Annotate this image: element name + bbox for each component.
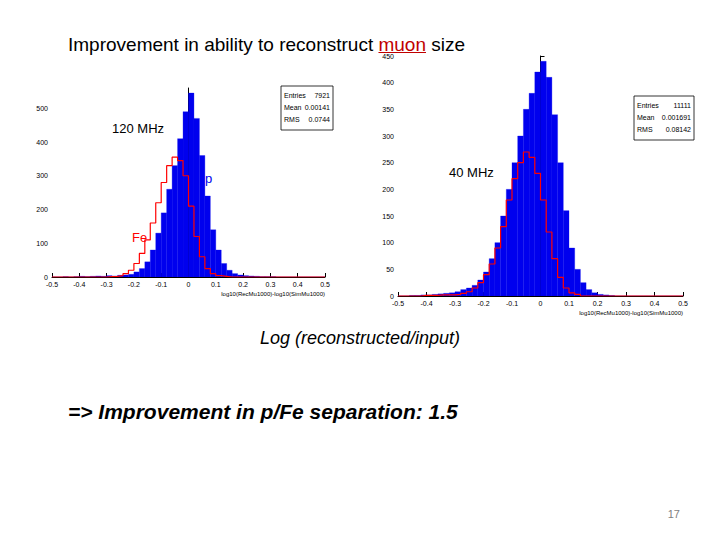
- svg-text:0.0744: 0.0744: [309, 116, 331, 123]
- svg-text:0.3: 0.3: [621, 300, 631, 307]
- svg-text:-0.5: -0.5: [392, 300, 404, 307]
- svg-text:100: 100: [36, 240, 48, 247]
- svg-text:11111: 11111: [674, 102, 691, 109]
- svg-text:-0.1: -0.1: [506, 300, 518, 307]
- svg-text:250: 250: [382, 159, 394, 166]
- svg-text:200: 200: [36, 206, 48, 213]
- svg-text:500: 500: [36, 105, 48, 112]
- svg-text:0: 0: [390, 293, 394, 300]
- svg-text:Mean: Mean: [637, 114, 655, 121]
- svg-text:0: 0: [44, 274, 48, 281]
- svg-text:0.4: 0.4: [293, 281, 303, 288]
- svg-text:150: 150: [382, 213, 394, 220]
- svg-text:0.001691: 0.001691: [662, 114, 691, 121]
- svg-text:Entries: Entries: [637, 102, 659, 109]
- svg-text:200: 200: [382, 186, 394, 193]
- svg-text:0.08142: 0.08142: [666, 126, 691, 133]
- svg-text:0: 0: [187, 281, 191, 288]
- svg-text:-0.1: -0.1: [155, 281, 167, 288]
- svg-text:RMS: RMS: [637, 126, 653, 133]
- svg-text:0.2: 0.2: [238, 281, 248, 288]
- svg-text:0.1: 0.1: [211, 281, 221, 288]
- svg-text:-0.5: -0.5: [46, 281, 58, 288]
- svg-text:Mean: Mean: [284, 104, 302, 111]
- svg-text:Entries: Entries: [284, 92, 306, 99]
- svg-text:0.4: 0.4: [650, 300, 660, 307]
- svg-text:0.5: 0.5: [320, 281, 330, 288]
- svg-text:0: 0: [539, 300, 543, 307]
- svg-text:0.2: 0.2: [593, 300, 603, 307]
- svg-text:RMS: RMS: [284, 116, 300, 123]
- svg-text:100: 100: [382, 239, 394, 246]
- svg-text:350: 350: [382, 106, 394, 113]
- svg-text:120 MHz: 120 MHz: [112, 121, 164, 136]
- svg-text:0.00141: 0.00141: [305, 104, 330, 111]
- svg-text:-0.2: -0.2: [128, 281, 140, 288]
- svg-text:0.1: 0.1: [564, 300, 574, 307]
- svg-text:400: 400: [36, 139, 48, 146]
- svg-text:7921: 7921: [314, 92, 330, 99]
- svg-text:0.3: 0.3: [266, 281, 276, 288]
- svg-text:-0.4: -0.4: [420, 300, 432, 307]
- svg-text:400: 400: [382, 79, 394, 86]
- svg-text:p: p: [205, 171, 212, 186]
- svg-text:Fe: Fe: [132, 230, 147, 245]
- svg-text:0.5: 0.5: [678, 300, 688, 307]
- svg-text:-0.2: -0.2: [477, 300, 489, 307]
- svg-text:-0.3: -0.3: [449, 300, 461, 307]
- svg-text:300: 300: [36, 172, 48, 179]
- svg-text:-0.4: -0.4: [73, 281, 85, 288]
- svg-text:50: 50: [386, 266, 394, 273]
- svg-text:300: 300: [382, 133, 394, 140]
- svg-text:log10(RecMu1000)-log10(SimMu10: log10(RecMu1000)-log10(SimMu1000): [221, 291, 325, 297]
- svg-text:40 MHz: 40 MHz: [449, 165, 494, 180]
- svg-text:log10(RecMu1000)-log10(SimMu10: log10(RecMu1000)-log10(SimMu1000): [579, 310, 683, 316]
- svg-text:-0.3: -0.3: [101, 281, 113, 288]
